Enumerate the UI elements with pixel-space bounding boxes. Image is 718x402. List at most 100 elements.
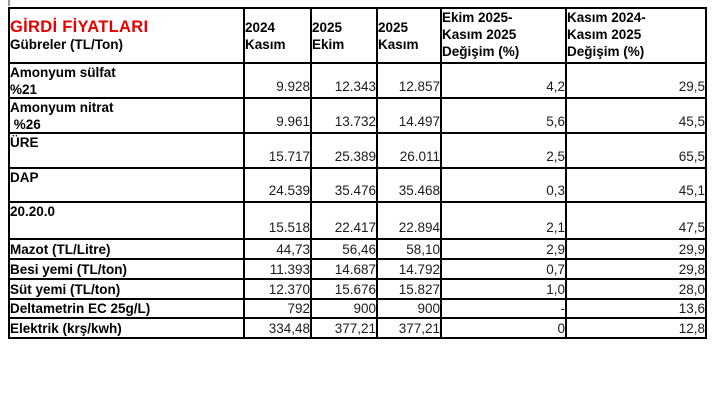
- value-cell: 56,46: [310, 238, 378, 260]
- table-row: Süt yemi (TL/ton) 12.370 15.676 15.827 1,0 28…: [8, 278, 707, 300]
- text-line: Besi yemi (TL/ton): [10, 261, 128, 277]
- value-cell: 1,0: [440, 278, 567, 300]
- value-cell: 11.393: [243, 258, 312, 280]
- value-cell: 9.928: [243, 62, 312, 99]
- table-row: Deltametrin EC 25g/L) 792 900 900-13,6: [8, 298, 707, 319]
- text-line: Elektrik (krş/kwh): [10, 320, 122, 336]
- value-cell: 44,73: [243, 238, 312, 260]
- row-label: Elektrik (krş/kwh): [8, 317, 245, 339]
- table-row: Elektrik (krş/kwh) 334,48 377,21 377,21 0 12,…: [8, 317, 707, 339]
- value-cell: 377,21: [376, 317, 442, 339]
- value-cell: 9.961: [243, 97, 312, 134]
- value-cell: 29,5: [565, 62, 707, 99]
- value-cell: 5,6: [440, 97, 567, 134]
- text-line: Deltametrin EC 25g/L): [10, 301, 151, 317]
- value-cell: 13.732: [310, 97, 378, 134]
- value-cell: 28,0: [565, 278, 707, 300]
- value-cell: 15.518: [243, 201, 312, 240]
- value-cell: 65,5: [565, 132, 707, 169]
- value-cell: 22.894: [376, 201, 442, 240]
- text-line: ÜRE: [10, 135, 39, 150]
- value-cell: 45,5: [565, 97, 707, 134]
- value-cell: 45,1: [565, 167, 707, 203]
- cropped-row-stub: [8, 0, 10, 6]
- table-row: 20.20.0 15.518 22.417 22.894 2,1 47,5: [8, 201, 707, 240]
- row-label: Mazot (TL/Litre): [8, 238, 245, 260]
- value-cell: 58,10: [376, 238, 442, 260]
- value-cell: 24.539: [243, 167, 312, 203]
- value-cell: 25.389: [310, 132, 378, 169]
- value-cell: 14.497: [376, 97, 442, 134]
- table-header-label-cell: GİRDİ FİYATLARI Gübreler (TL/Ton): [8, 7, 245, 64]
- value-cell: 15.827: [376, 278, 442, 300]
- column-header-2025-ekim: 2025 Ekim: [310, 7, 378, 64]
- value-cell: 0,7: [440, 258, 567, 280]
- value-cell: 2,9: [440, 238, 567, 260]
- row-label: Deltametrin EC 25g/L): [8, 298, 245, 319]
- value-cell: 15.676: [310, 278, 378, 300]
- column-header-kasim-kasim-degisim: Kasım 2024- Kasım 2025 Değişim (%): [565, 7, 707, 64]
- value-cell: 0: [440, 317, 567, 339]
- value-cell: 12.370: [243, 278, 312, 300]
- value-cell: 35.468: [376, 167, 442, 203]
- value-cell: 29,8: [565, 258, 707, 280]
- text-line: 2025: [378, 19, 409, 35]
- text-line: Süt yemi (TL/ton): [10, 281, 121, 297]
- value-cell: 14.687: [310, 258, 378, 280]
- value-cell: 12,8: [565, 317, 707, 339]
- value-cell: 29,9: [565, 238, 707, 260]
- text-line: Kasım: [378, 36, 419, 52]
- value-cell: 334,48: [243, 317, 312, 339]
- row-label: Amonyum sülfat %21: [8, 62, 245, 99]
- row-label: ÜRE: [8, 132, 245, 169]
- value-cell: 792: [243, 298, 312, 319]
- value-cell: 2,1: [440, 201, 567, 240]
- table-row: Mazot (TL/Litre) 44,73 56,46 58,10 2,9 29,9: [8, 238, 707, 260]
- value-cell: 4,2: [440, 62, 567, 99]
- row-label: 20.20.0: [8, 201, 245, 240]
- value-cell: 13,6: [565, 298, 707, 319]
- text-line: 2024: [245, 19, 276, 35]
- table-row: ÜRE 15.717 25.389 26.011 2,5 65,5: [8, 132, 707, 169]
- row-label: Süt yemi (TL/ton): [8, 278, 245, 300]
- table-body: Amonyum sülfat %21 9.928 12.343 12.857 4,2 29,…: [8, 62, 707, 339]
- text-line: Değişim (%): [567, 44, 645, 59]
- value-cell: 377,21: [310, 317, 378, 339]
- text-line: Ekim 2025-: [442, 10, 513, 25]
- text-line: Değişim (%): [442, 44, 520, 59]
- text-line: Kasım: [245, 36, 286, 52]
- column-header-2024-kasim: 2024 Kasım: [243, 7, 312, 64]
- value-cell: 14.792: [376, 258, 442, 280]
- row-label: DAP: [8, 167, 245, 203]
- text-line: %21: [10, 81, 38, 97]
- value-cell: 35.476: [310, 167, 378, 203]
- value-cell: 12.857: [376, 62, 442, 99]
- text-line: Mazot (TL/Litre): [10, 241, 111, 257]
- table-row: Amonyum sülfat %21 9.928 12.343 12.857 4,2 29,…: [8, 62, 707, 99]
- text-line: Kasım 2025: [442, 27, 517, 42]
- text-line: Amonyum nitrat: [10, 100, 114, 115]
- text-line: Kasım 2024-: [567, 10, 646, 25]
- value-cell: 900: [310, 298, 378, 319]
- text-line: Amonyum sülfat: [10, 65, 116, 80]
- table-row: Besi yemi (TL/ton) 11.393 14.687 14.792 0,7 2…: [8, 258, 707, 280]
- text-line: Kasım 2025: [567, 27, 642, 42]
- value-cell: 12.343: [310, 62, 378, 99]
- value-cell: 22.417: [310, 201, 378, 240]
- text-line: 2025: [312, 19, 343, 35]
- value-cell: 15.717: [243, 132, 312, 169]
- table-row: DAP 24.539 35.476 35.468 0,3 45,1: [8, 167, 707, 203]
- value-cell: 26.011: [376, 132, 442, 169]
- row-label: Besi yemi (TL/ton): [8, 258, 245, 280]
- column-header-2025-kasim: 2025 Kasım: [376, 7, 442, 64]
- text-line: Ekim: [312, 36, 345, 52]
- header-row: GİRDİ FİYATLARI Gübreler (TL/Ton) 2024 Ka…: [8, 7, 707, 64]
- text-line: %26: [10, 116, 41, 132]
- table-subtitle: Gübreler (TL/Ton): [10, 37, 123, 52]
- table-title: GİRDİ FİYATLARI: [10, 18, 149, 36]
- text-line: 20.20.0: [10, 204, 56, 219]
- text-line: DAP: [10, 170, 39, 185]
- table-row: Amonyum nitrat %26 9.961 13.732 14.497 5,6 45…: [8, 97, 707, 134]
- value-cell: -: [440, 298, 567, 319]
